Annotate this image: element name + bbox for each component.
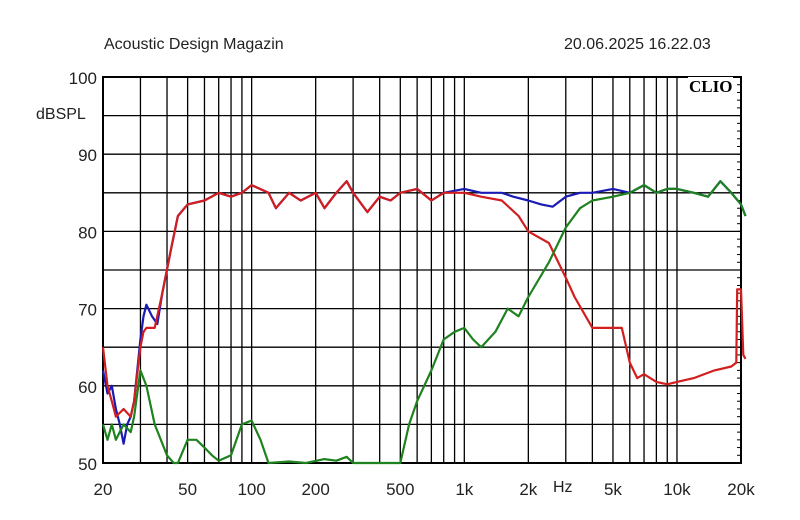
plot-frame — [102, 76, 742, 464]
y-tick-label: 50 — [78, 455, 97, 474]
x-axis-label: Hz — [553, 479, 573, 496]
y-axis-label: dBSPL — [36, 106, 86, 123]
series-line-1 — [101, 180, 747, 418]
x-tick-label: 200 — [301, 480, 329, 499]
y-tick-label: 80 — [78, 223, 97, 242]
y-tick-label: 60 — [78, 378, 97, 397]
x-tick-label: 20k — [727, 480, 755, 499]
clio-logo: CLIO — [688, 77, 734, 97]
x-tick-label: 1k — [455, 480, 473, 499]
chart-title: Acoustic Design Magazin — [104, 36, 284, 53]
timestamp: 20.06.2025 16.22.03 — [564, 36, 711, 53]
y-tick-label: 100 — [69, 69, 97, 88]
y-tick-label: 90 — [78, 146, 97, 165]
x-tick-label: 2k — [519, 480, 537, 499]
y-tick-label: 70 — [78, 301, 97, 320]
x-tick-label: 5k — [604, 480, 622, 499]
x-tick-label: 100 — [237, 480, 265, 499]
x-tick-label: 500 — [386, 480, 414, 499]
x-tick-label: 50 — [178, 480, 197, 499]
x-tick-label: 20 — [94, 480, 113, 499]
x-tick-label: 10k — [663, 480, 691, 499]
series-line-2 — [101, 180, 747, 465]
series-line-0 — [101, 180, 747, 445]
